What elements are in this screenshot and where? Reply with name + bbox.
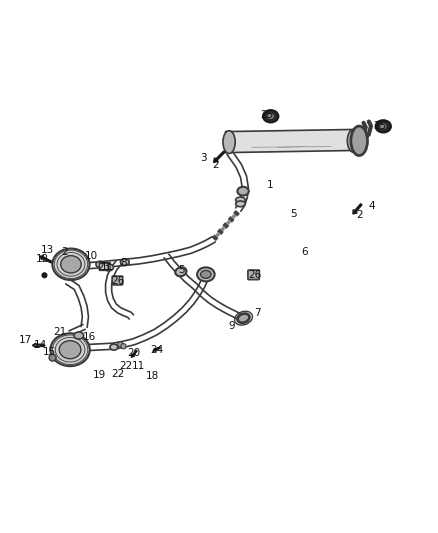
Ellipse shape <box>59 341 81 359</box>
Ellipse shape <box>50 333 90 366</box>
Text: 3: 3 <box>200 153 207 163</box>
Text: 2: 2 <box>212 160 219 170</box>
Text: 13: 13 <box>41 245 54 255</box>
Ellipse shape <box>120 259 129 265</box>
Text: 5: 5 <box>178 264 185 274</box>
Circle shape <box>49 354 56 361</box>
Text: 22: 22 <box>112 369 125 379</box>
Text: 11: 11 <box>101 262 114 272</box>
Ellipse shape <box>351 126 367 156</box>
FancyArrow shape <box>153 347 160 351</box>
Ellipse shape <box>42 273 46 278</box>
FancyBboxPatch shape <box>112 276 123 285</box>
Polygon shape <box>226 130 357 152</box>
Ellipse shape <box>61 256 81 273</box>
FancyBboxPatch shape <box>248 270 259 280</box>
Ellipse shape <box>236 197 245 203</box>
Text: 20: 20 <box>127 348 140 358</box>
Ellipse shape <box>237 187 249 196</box>
FancyBboxPatch shape <box>99 263 108 270</box>
Text: 4: 4 <box>368 201 375 211</box>
Text: 9: 9 <box>229 321 236 330</box>
Ellipse shape <box>201 270 211 278</box>
Circle shape <box>121 344 126 349</box>
Text: 24: 24 <box>150 345 163 355</box>
Ellipse shape <box>236 201 245 207</box>
Text: 19: 19 <box>93 370 106 380</box>
Ellipse shape <box>347 130 360 152</box>
Text: 23: 23 <box>98 262 111 272</box>
Text: 16: 16 <box>83 333 96 343</box>
Text: 2: 2 <box>61 247 68 257</box>
FancyArrow shape <box>353 204 362 214</box>
FancyArrow shape <box>39 256 52 263</box>
Text: 14: 14 <box>34 341 47 350</box>
Text: 18: 18 <box>146 371 159 381</box>
Text: 12: 12 <box>36 254 49 264</box>
Circle shape <box>118 342 123 347</box>
Ellipse shape <box>53 248 89 280</box>
Text: 26: 26 <box>248 270 261 280</box>
Text: 1: 1 <box>266 180 273 190</box>
Ellipse shape <box>175 267 187 276</box>
Text: 10: 10 <box>85 251 98 261</box>
Ellipse shape <box>268 114 273 118</box>
Ellipse shape <box>104 264 113 271</box>
Ellipse shape <box>223 131 235 154</box>
Text: 11: 11 <box>131 361 145 372</box>
Text: 5: 5 <box>290 209 297 219</box>
Ellipse shape <box>381 124 386 128</box>
Text: 17: 17 <box>19 335 32 345</box>
FancyArrow shape <box>32 343 44 348</box>
Text: 6: 6 <box>301 247 308 257</box>
Ellipse shape <box>96 261 104 268</box>
Text: 8: 8 <box>120 258 127 268</box>
FancyArrow shape <box>131 350 137 357</box>
Ellipse shape <box>110 344 118 350</box>
Ellipse shape <box>263 110 279 123</box>
Text: 21: 21 <box>53 327 67 337</box>
Text: 15: 15 <box>42 347 56 357</box>
Text: 2: 2 <box>356 210 363 220</box>
Text: 7: 7 <box>254 309 261 318</box>
Ellipse shape <box>375 120 391 133</box>
Ellipse shape <box>74 332 84 339</box>
Ellipse shape <box>237 313 250 323</box>
Ellipse shape <box>197 268 215 281</box>
Text: 25: 25 <box>374 122 387 131</box>
Text: 22: 22 <box>120 361 133 372</box>
FancyArrow shape <box>214 151 225 163</box>
Text: 26: 26 <box>111 276 124 286</box>
Text: 25: 25 <box>261 110 274 120</box>
